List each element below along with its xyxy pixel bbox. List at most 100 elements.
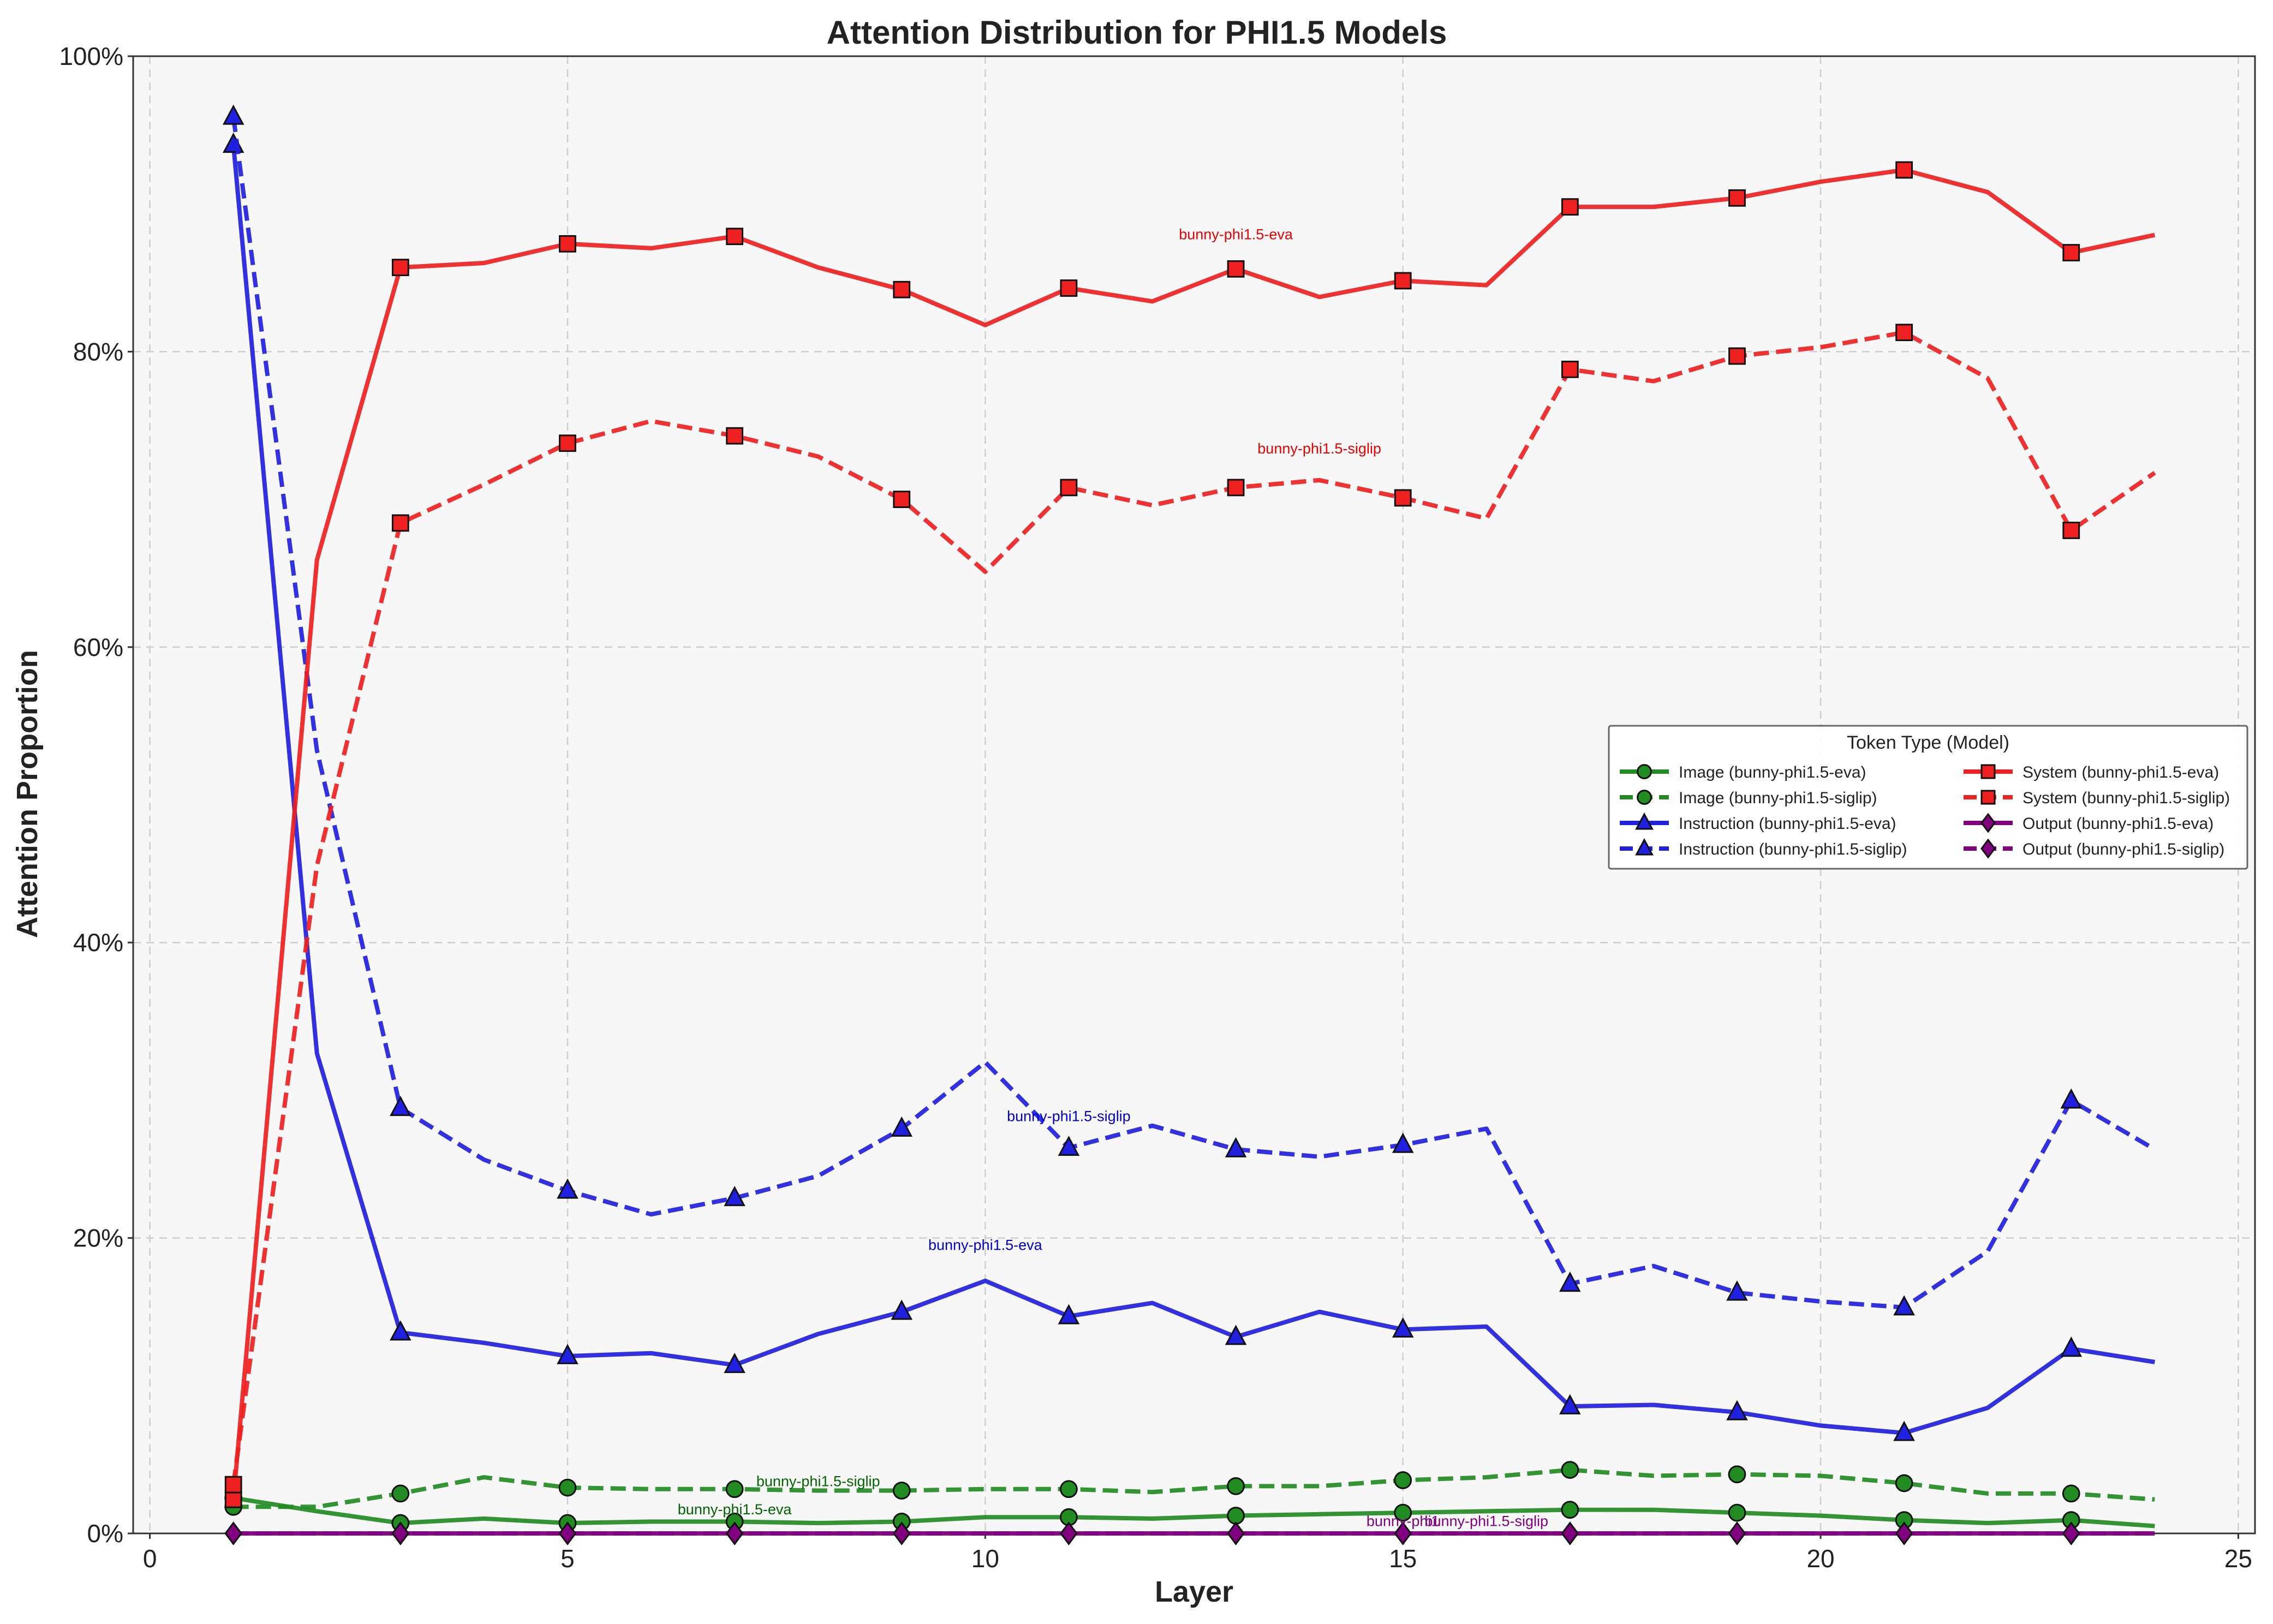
legend-item: Instruction (bunny-phi1.5-siglip) [1620, 838, 1907, 858]
data-point [1227, 1477, 1245, 1495]
data-point [1635, 812, 1654, 830]
series-line [231, 145, 2155, 1435]
data-point [1893, 1420, 1915, 1441]
legend-item: System (bunny-phi1.5-eva) [1964, 763, 2219, 781]
data-point [391, 1484, 410, 1503]
data-point [1637, 790, 1652, 805]
data-point [1893, 1295, 1915, 1316]
data-point [1394, 1521, 1412, 1545]
data-point [1980, 838, 1996, 859]
data-point [390, 1095, 411, 1116]
legend: Token Type (Model) Image (bunny-phi1.5-ev… [1608, 725, 2248, 870]
data-point [725, 1521, 744, 1545]
data-point [2062, 1484, 2080, 1503]
legend-label: Image (bunny-phi1.5-siglip) [1679, 789, 1877, 807]
data-point [1980, 790, 1996, 805]
data-point [2062, 1521, 2080, 1545]
data-point [1060, 1521, 1078, 1545]
data-point [1060, 279, 1078, 297]
data-point [1728, 1465, 1746, 1484]
data-point [726, 427, 744, 445]
data-point [1058, 1304, 1080, 1324]
data-point [1561, 360, 1579, 378]
data-point [892, 1521, 911, 1545]
series-line [231, 330, 2156, 1485]
series [222, 104, 2156, 1545]
legend-label: Instruction (bunny-phi1.5-siglip) [1679, 840, 1907, 858]
data-point [893, 280, 911, 298]
annotation-label: bunny-phi1.5-siglip [1007, 1108, 1131, 1125]
data-point [557, 1344, 578, 1364]
annotation-label: bunny-phi1.5-siglip [1257, 440, 1381, 457]
data-point [224, 1476, 242, 1494]
legend-label: Output (bunny-phi1.5-eva) [2023, 815, 2214, 833]
series-2 [222, 133, 2155, 1441]
series-1 [224, 1461, 2155, 1516]
data-point [1227, 260, 1245, 278]
data-point [1895, 324, 1913, 342]
data-point [559, 235, 576, 253]
data-point [558, 1521, 577, 1545]
legend-label: System (bunny-phi1.5-siglip) [2023, 789, 2230, 807]
y-tick-label: 80% [73, 337, 123, 366]
y-tick-label: 20% [73, 1224, 123, 1252]
data-point [893, 491, 911, 509]
data-point [1726, 1400, 1748, 1420]
y-tick-label: 100% [59, 42, 123, 70]
data-point [1726, 1280, 1748, 1301]
data-point [891, 1299, 913, 1320]
data-point [1060, 479, 1078, 497]
data-point [1561, 1501, 1579, 1519]
series-5 [224, 324, 2156, 1494]
annotation-label: bunny-phi1.5-eva [1179, 226, 1293, 243]
series-line [231, 116, 2156, 1310]
series-line [233, 1467, 2155, 1509]
data-point [1394, 1471, 1412, 1489]
data-point [1227, 479, 1245, 497]
data-point [2060, 1088, 2083, 1109]
data-point [1635, 838, 1654, 856]
legend-label: System (bunny-phi1.5-eva) [2023, 763, 2219, 781]
series-line [231, 168, 2156, 1500]
data-point [558, 1478, 577, 1497]
legend-label: Output (bunny-phi1.5-siglip) [2023, 840, 2224, 858]
data-point [391, 259, 409, 277]
series-3 [222, 104, 2156, 1316]
data-point [557, 1178, 578, 1199]
series-0 [224, 1489, 2155, 1532]
data-point [725, 1480, 744, 1498]
data-point [391, 1521, 410, 1545]
data-point [1637, 764, 1652, 779]
data-point [390, 1320, 411, 1341]
data-point [1058, 1136, 1080, 1156]
data-point [224, 1521, 242, 1545]
data-point [1728, 1521, 1746, 1545]
data-point [224, 1490, 242, 1508]
data-point [891, 1116, 913, 1137]
data-point [1895, 161, 1913, 179]
y-tick-label: 40% [73, 928, 123, 957]
annotation-label: bunny-phi1.5-eva [928, 1237, 1043, 1253]
data-point [222, 104, 244, 125]
data-point [1895, 1521, 1913, 1545]
x-tick-label: 10 [971, 1544, 999, 1573]
legend-title: Token Type (Model) [1847, 732, 2009, 753]
data-point [2060, 1336, 2083, 1357]
legend-item: Instruction (bunny-phi1.5-eva) [1620, 812, 1896, 833]
data-point [1392, 1132, 1414, 1153]
legend-label: Instruction (bunny-phi1.5-eva) [1679, 815, 1896, 833]
data-point [724, 1353, 745, 1374]
data-point [1225, 1324, 1247, 1345]
data-point [1394, 489, 1412, 507]
annotation-label: bunny-phi1.5-siglip [1424, 1513, 1548, 1529]
data-point [559, 434, 576, 452]
data-point [1728, 1503, 1746, 1522]
data-point [2062, 244, 2080, 261]
x-tick-label: 5 [560, 1544, 575, 1573]
data-point [892, 1482, 911, 1500]
legend-item: Image (bunny-phi1.5-eva) [1620, 763, 1866, 781]
legend-label: Image (bunny-phi1.5-eva) [1679, 763, 1866, 781]
legend-box [1608, 725, 2248, 870]
annotations: bunny-phi1.5-eva bunny-phi1.5-siglip bunny… [678, 226, 1548, 1530]
